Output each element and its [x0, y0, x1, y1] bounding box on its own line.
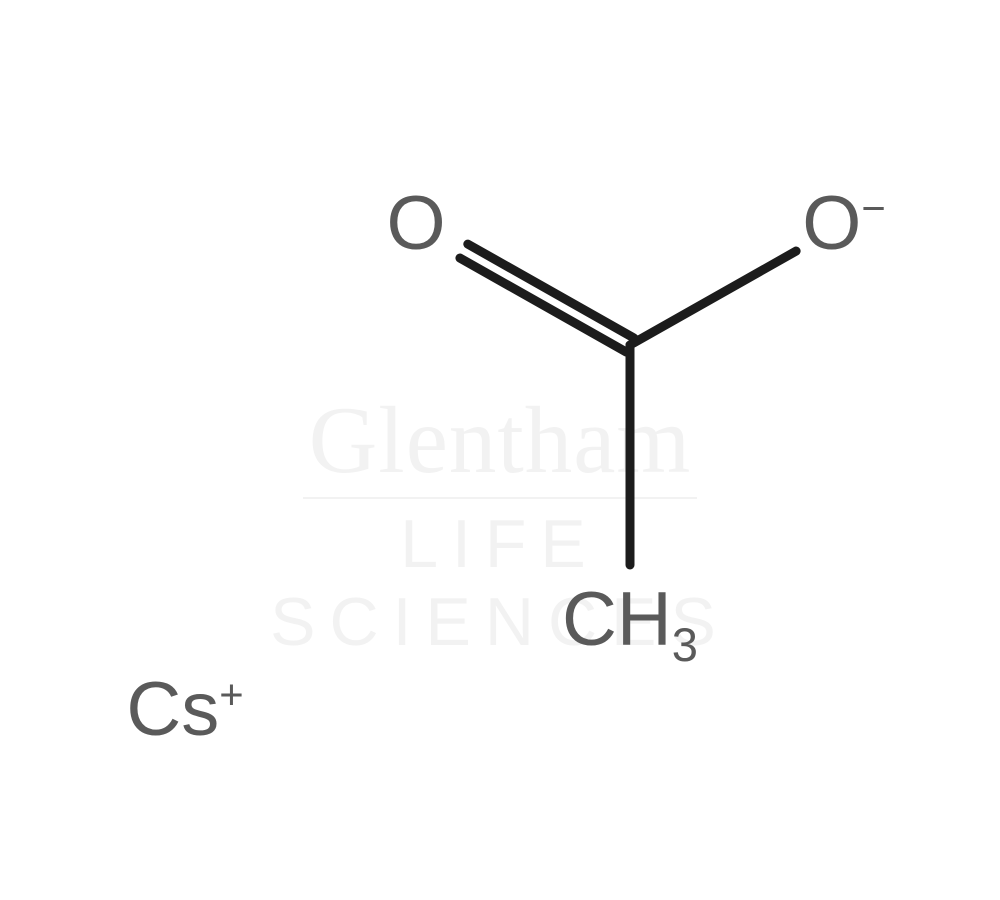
atom-ch3: CH3 — [562, 582, 698, 658]
atom-cs: Cs+ — [126, 672, 243, 748]
atom-o_neg: O− — [802, 186, 886, 262]
atom-o_dbl: O — [386, 186, 445, 262]
structure-canvas: Glentham LIFE SCIENCES OO−CH3Cs+ — [0, 0, 1000, 900]
bond-svg — [0, 0, 1000, 900]
